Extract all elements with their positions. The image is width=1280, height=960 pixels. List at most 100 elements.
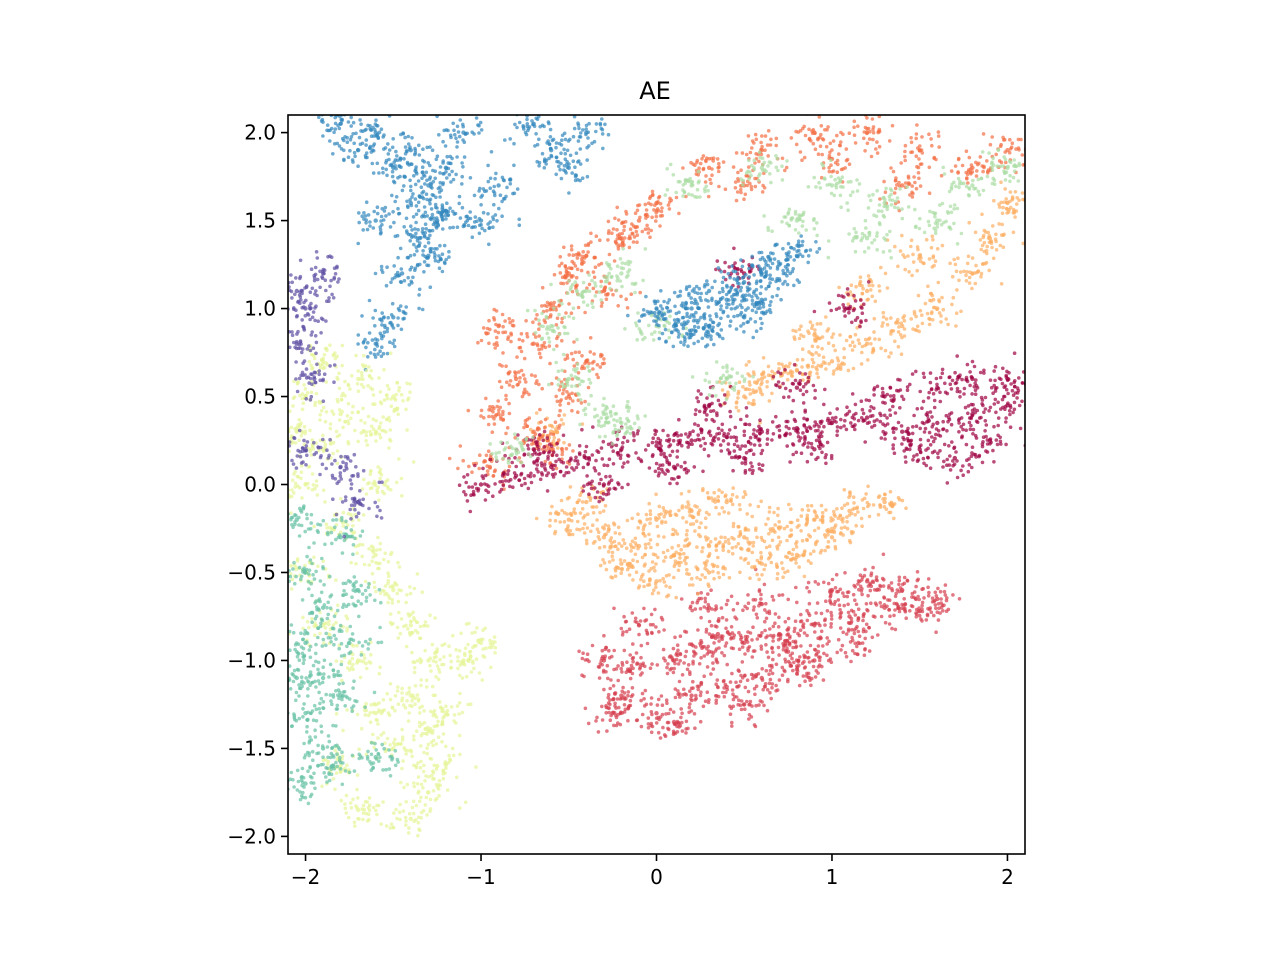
data-point-jitter — [635, 240, 639, 244]
data-point-jitter — [938, 390, 942, 395]
data-point-jitter — [878, 583, 882, 588]
data-point-jitter — [768, 172, 772, 176]
data-point-jitter — [816, 644, 821, 648]
data-point-jitter — [821, 678, 826, 682]
data-point-jitter — [883, 190, 888, 194]
data-point-jitter — [586, 250, 590, 254]
data-point-jitter — [1006, 401, 1010, 406]
data-point-jitter — [767, 681, 772, 686]
data-point-jitter — [949, 387, 954, 391]
data-point-jitter — [927, 590, 931, 595]
data-point-jitter — [604, 670, 608, 674]
data-point-jitter — [653, 607, 657, 612]
data-point-jitter — [780, 673, 785, 677]
data-point-jitter — [644, 512, 649, 517]
data-point-jitter — [955, 459, 959, 463]
data-point-jitter — [796, 381, 801, 386]
data-point-jitter — [973, 281, 978, 286]
data-point-jitter — [774, 562, 779, 566]
data-point-jitter — [888, 394, 893, 398]
data-point-jitter — [996, 400, 1000, 405]
data-point-jitter — [479, 414, 483, 418]
data-point-jitter — [866, 337, 871, 342]
data-point-jitter — [760, 667, 764, 671]
data-point-jitter — [705, 413, 709, 417]
data-point-jitter — [750, 704, 754, 708]
data-point-jitter — [985, 438, 990, 442]
data-point-jitter — [885, 604, 889, 609]
data-point-jitter — [684, 532, 689, 537]
data-point-jitter — [913, 180, 917, 185]
data-point-jitter — [619, 448, 623, 453]
data-point-jitter — [748, 576, 752, 580]
data-point-jitter — [622, 691, 627, 695]
data-point-jitter — [566, 470, 571, 475]
data-point-jitter — [849, 659, 853, 664]
data-point-jitter — [760, 631, 764, 635]
data-point-jitter — [468, 509, 473, 514]
data-point-jitter — [795, 669, 800, 673]
data-point-jitter — [626, 690, 631, 694]
data-point-jitter — [668, 513, 673, 518]
data-point-jitter — [577, 382, 582, 387]
data-point-jitter — [941, 427, 946, 431]
data-point-jitter — [597, 665, 602, 669]
data-point-jitter — [933, 214, 937, 219]
data-point-jitter — [780, 178, 785, 182]
data-point-jitter — [838, 532, 843, 536]
data-point-jitter — [619, 571, 623, 575]
data-point-jitter — [879, 436, 884, 440]
data-point-jitter — [562, 511, 567, 515]
data-point-jitter — [856, 418, 861, 423]
data-point-jitter — [760, 134, 764, 138]
data-point-jitter — [540, 386, 544, 391]
data-point-jitter — [825, 440, 830, 445]
data-point-jitter — [711, 569, 715, 574]
data-point-jitter — [805, 633, 809, 638]
data-point-jitter — [657, 630, 661, 634]
data-point-jitter — [504, 397, 508, 402]
data-point-jitter — [595, 372, 599, 377]
data-point-jitter — [697, 409, 702, 414]
data-point-jitter — [845, 201, 849, 205]
data-point-jitter — [578, 527, 582, 532]
data-point-jitter — [937, 145, 941, 149]
data-point-jitter — [666, 203, 671, 207]
data-point-jitter — [824, 144, 829, 149]
data-point-jitter — [689, 686, 694, 691]
data-point-jitter — [981, 262, 985, 266]
data-point-jitter — [572, 261, 576, 266]
data-point-jitter — [601, 509, 606, 513]
data-point-jitter — [927, 419, 931, 423]
data-point-jitter — [541, 438, 545, 443]
data-point-jitter — [890, 586, 894, 591]
data-point-jitter — [736, 177, 740, 181]
data-point-jitter — [851, 190, 855, 194]
data-point-jitter — [835, 181, 839, 186]
data-point-jitter — [702, 404, 706, 409]
data-point-jitter — [570, 384, 574, 389]
data-point-jitter — [789, 528, 793, 532]
data-point — [619, 561, 624, 566]
data-point-jitter — [914, 611, 918, 615]
data-point-jitter — [773, 621, 777, 625]
data-point-jitter — [877, 588, 881, 592]
data-point-jitter — [598, 510, 602, 515]
data-point-jitter — [478, 453, 482, 458]
data-point-jitter — [767, 532, 771, 536]
data-point-jitter — [587, 659, 591, 664]
data-point-jitter — [978, 238, 983, 242]
data-point-jitter — [462, 490, 466, 494]
data-point-jitter — [916, 165, 921, 170]
data-point-jitter — [730, 688, 735, 692]
data-point-jitter — [548, 314, 553, 319]
data-point-jitter — [753, 184, 758, 189]
data-point-jitter — [846, 629, 851, 633]
data-point-jitter — [648, 538, 653, 542]
data-point-jitter — [759, 499, 763, 504]
data-point-jitter — [843, 650, 848, 655]
data-point-jitter — [567, 392, 571, 397]
data-point-jitter — [943, 583, 948, 587]
data-point-jitter — [557, 438, 561, 442]
data-point-jitter — [771, 650, 775, 654]
